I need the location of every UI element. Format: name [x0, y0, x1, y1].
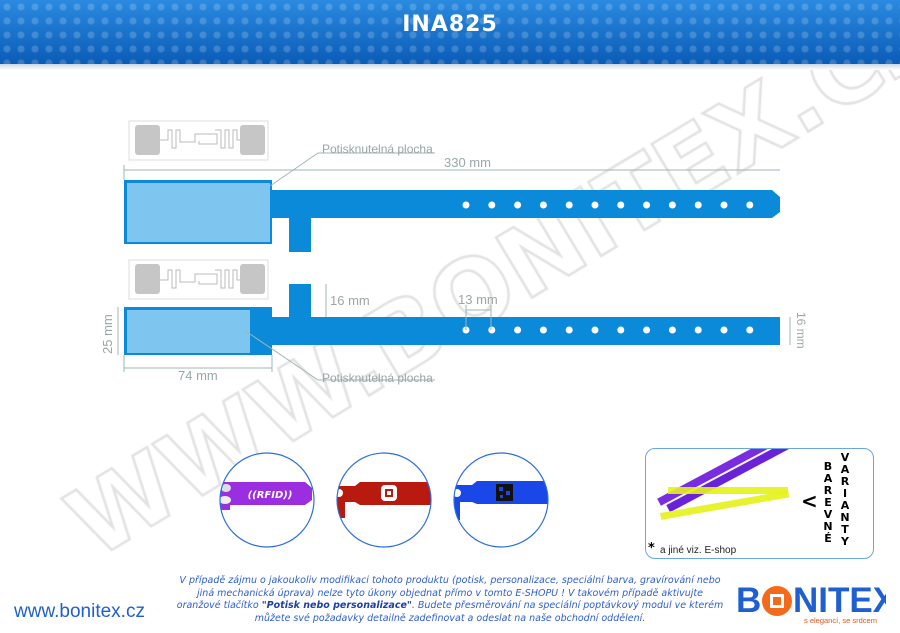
- website-link[interactable]: www.bonitex.cz: [14, 601, 145, 622]
- length-dimension: 330 mm: [444, 155, 491, 170]
- printable-area-label-bottom: Potisknutelná plocha: [322, 371, 433, 385]
- page-title: INA825: [402, 12, 498, 37]
- tab-height-dimension: 16 mm: [330, 293, 370, 308]
- strap-hole: [565, 326, 573, 334]
- footnote-text: a jiné viz. E-shop: [660, 545, 737, 556]
- strap-hole: [488, 326, 496, 334]
- modification-note: V případě zájmu o jakoukoliv modifikaci …: [176, 575, 724, 624]
- head-width-dimension: 74 mm: [178, 368, 218, 383]
- strap-hole: [720, 326, 728, 334]
- logo-target-icon: [762, 586, 792, 616]
- header-banner: [0, 0, 900, 64]
- variants-title-1: BAREVNÉ: [823, 460, 833, 545]
- datamatrix-band-example: [454, 481, 548, 520]
- strap-hole: [488, 201, 496, 209]
- color-variants-image: [657, 449, 794, 520]
- qr-band-example: [337, 482, 431, 518]
- rfid-band-example: ((RFID)): [220, 482, 312, 510]
- hole-spacing-dimension: 13 mm: [458, 292, 498, 307]
- strap-hole: [668, 201, 676, 209]
- strap-hole: [643, 326, 651, 334]
- rfid-chip-bottom: [128, 259, 269, 300]
- personalization-button-reference: "Potisk nebo personalizace": [261, 600, 412, 611]
- printable-area-label-top: Potisknutelná plocha: [322, 142, 433, 156]
- color-variants-box[interactable]: * a jiné viz. E-shop < BAREVNÉ VARIANTY: [645, 448, 874, 559]
- strap-hole: [591, 326, 599, 334]
- rfid-chip-top: [128, 120, 269, 161]
- strap-hole: [668, 326, 676, 334]
- strap-hole: [539, 201, 547, 209]
- head-height-dimension: 25 mm: [100, 314, 115, 354]
- example-variants: ((RFID)): [219, 452, 549, 548]
- logo-lettering: B NITEX: [736, 581, 886, 616]
- rfid-label: ((RFID)): [248, 490, 293, 501]
- bonitex-logo: [736, 580, 792, 622]
- band-diagram: [117, 120, 791, 381]
- svg-text:NITEX: NITEX: [793, 581, 886, 616]
- strap-hole: [617, 326, 625, 334]
- strap-hole: [643, 201, 651, 209]
- strap-hole: [720, 201, 728, 209]
- svg-text:B: B: [736, 581, 761, 616]
- strap-hole: [591, 201, 599, 209]
- wristband-top: [124, 180, 780, 252]
- strap-hole: [462, 201, 470, 209]
- strap-width-dimension: 16 mm: [794, 312, 808, 349]
- strap-hole: [514, 326, 522, 334]
- strap-hole: [539, 326, 547, 334]
- strap-hole: [746, 201, 754, 209]
- strap-hole: [694, 201, 702, 209]
- strap-hole: [617, 201, 625, 209]
- strap-hole: [514, 201, 522, 209]
- strap-hole: [746, 326, 754, 334]
- wristband-bottom: [124, 284, 780, 355]
- strap-hole: [694, 326, 702, 334]
- variants-title-2: VARIANTY: [840, 451, 850, 548]
- footnote-mark: *: [648, 541, 655, 556]
- arrow-left-icon: <: [801, 489, 818, 513]
- slogan: s elegancí, se srdcem: [804, 616, 877, 625]
- strap-hole: [565, 201, 573, 209]
